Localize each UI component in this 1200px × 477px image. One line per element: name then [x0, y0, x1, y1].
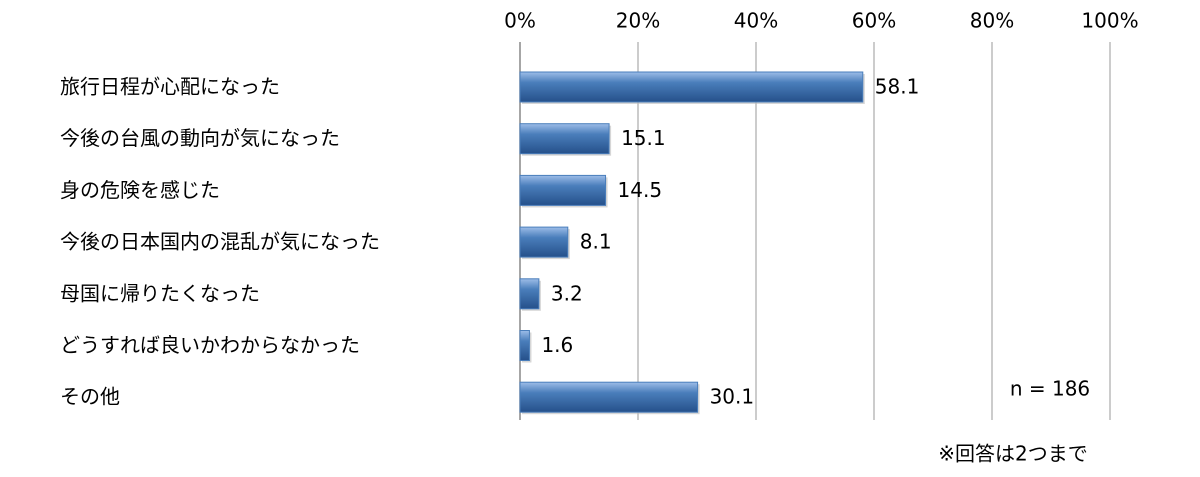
x-tick-label: 20%	[616, 9, 660, 33]
x-tick-label: 0%	[504, 9, 536, 33]
bar	[519, 278, 540, 310]
data-label: 8.1	[580, 230, 612, 254]
y-tick-label: その他	[60, 385, 120, 409]
data-label: 1.6	[541, 333, 573, 357]
data-label: 15.1	[621, 126, 666, 150]
bar	[519, 174, 607, 206]
y-tick-label: 今後の台風の動向が気になった	[60, 126, 340, 150]
x-tick-label: 40%	[734, 9, 778, 33]
note: ※回答は2つまで	[938, 442, 1087, 466]
bar	[519, 123, 610, 155]
data-label: 14.5	[618, 178, 663, 202]
bar	[519, 226, 569, 258]
y-tick-label: 母国に帰りたくなった	[60, 281, 260, 305]
data-label: 58.1	[875, 75, 920, 99]
bar	[519, 71, 864, 103]
data-label: 3.2	[551, 281, 583, 305]
y-tick-label: 今後の日本国内の混乱が気になった	[60, 230, 380, 254]
bar	[519, 381, 699, 413]
y-tick-label: 身の危険を感じた	[60, 178, 220, 202]
sample-size: n = 186	[1010, 377, 1090, 401]
y-tick-label: 旅行日程が心配になった	[60, 75, 280, 99]
x-tick-label: 80%	[970, 9, 1014, 33]
y-tick-label: どうすれば良いかわからなかった	[60, 333, 360, 357]
data-label: 30.1	[710, 385, 755, 409]
bar	[519, 330, 530, 361]
x-tick-label: 60%	[852, 9, 896, 33]
x-tick-label: 100%	[1081, 9, 1138, 33]
